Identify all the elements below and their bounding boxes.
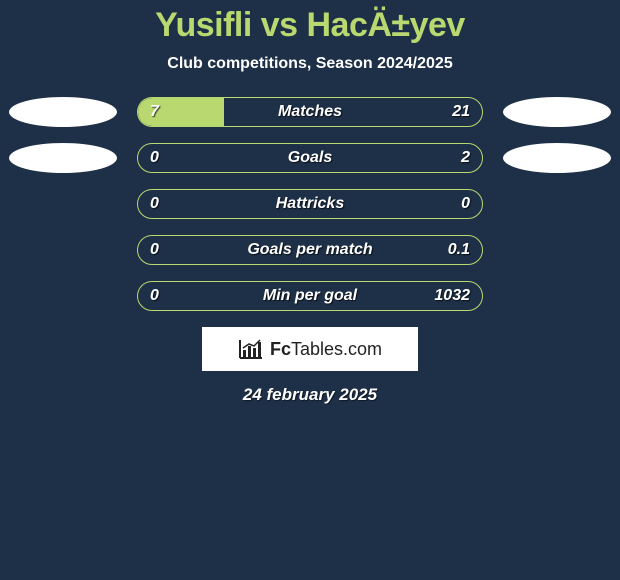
stat-right-value: 0 (461, 190, 470, 218)
page-title: Yusifli vs HacÄ±yev (0, 6, 620, 45)
team-logo-left (9, 143, 117, 173)
team-logo-right (503, 97, 611, 127)
footer-date: 24 february 2025 (0, 385, 620, 405)
stat-right-value: 1032 (434, 282, 470, 310)
stat-bar: 0Goals2 (137, 143, 483, 173)
stat-row: 0Min per goal1032 (0, 281, 620, 311)
bar-chart-icon (238, 338, 264, 360)
stat-label: Goals per match (138, 236, 482, 264)
stat-label: Matches (138, 98, 482, 126)
team-logo-left (9, 97, 117, 127)
stat-bar: 0Hattricks0 (137, 189, 483, 219)
stat-row: 7Matches21 (0, 97, 620, 127)
brand-badge[interactable]: FcTables.com (202, 327, 418, 371)
stat-label: Hattricks (138, 190, 482, 218)
stat-right-value: 2 (461, 144, 470, 172)
stat-row: 0Goals2 (0, 143, 620, 173)
page-subtitle: Club competitions, Season 2024/2025 (0, 55, 620, 73)
stat-bar: 0Min per goal1032 (137, 281, 483, 311)
stat-bar: 7Matches21 (137, 97, 483, 127)
stat-label: Min per goal (138, 282, 482, 310)
brand-text: FcTables.com (270, 339, 382, 360)
stat-bar: 0Goals per match0.1 (137, 235, 483, 265)
stat-right-value: 0.1 (448, 236, 470, 264)
stat-label: Goals (138, 144, 482, 172)
stat-row: 0Hattricks0 (0, 189, 620, 219)
stat-right-value: 21 (452, 98, 470, 126)
team-logo-right (503, 143, 611, 173)
stat-row: 0Goals per match0.1 (0, 235, 620, 265)
